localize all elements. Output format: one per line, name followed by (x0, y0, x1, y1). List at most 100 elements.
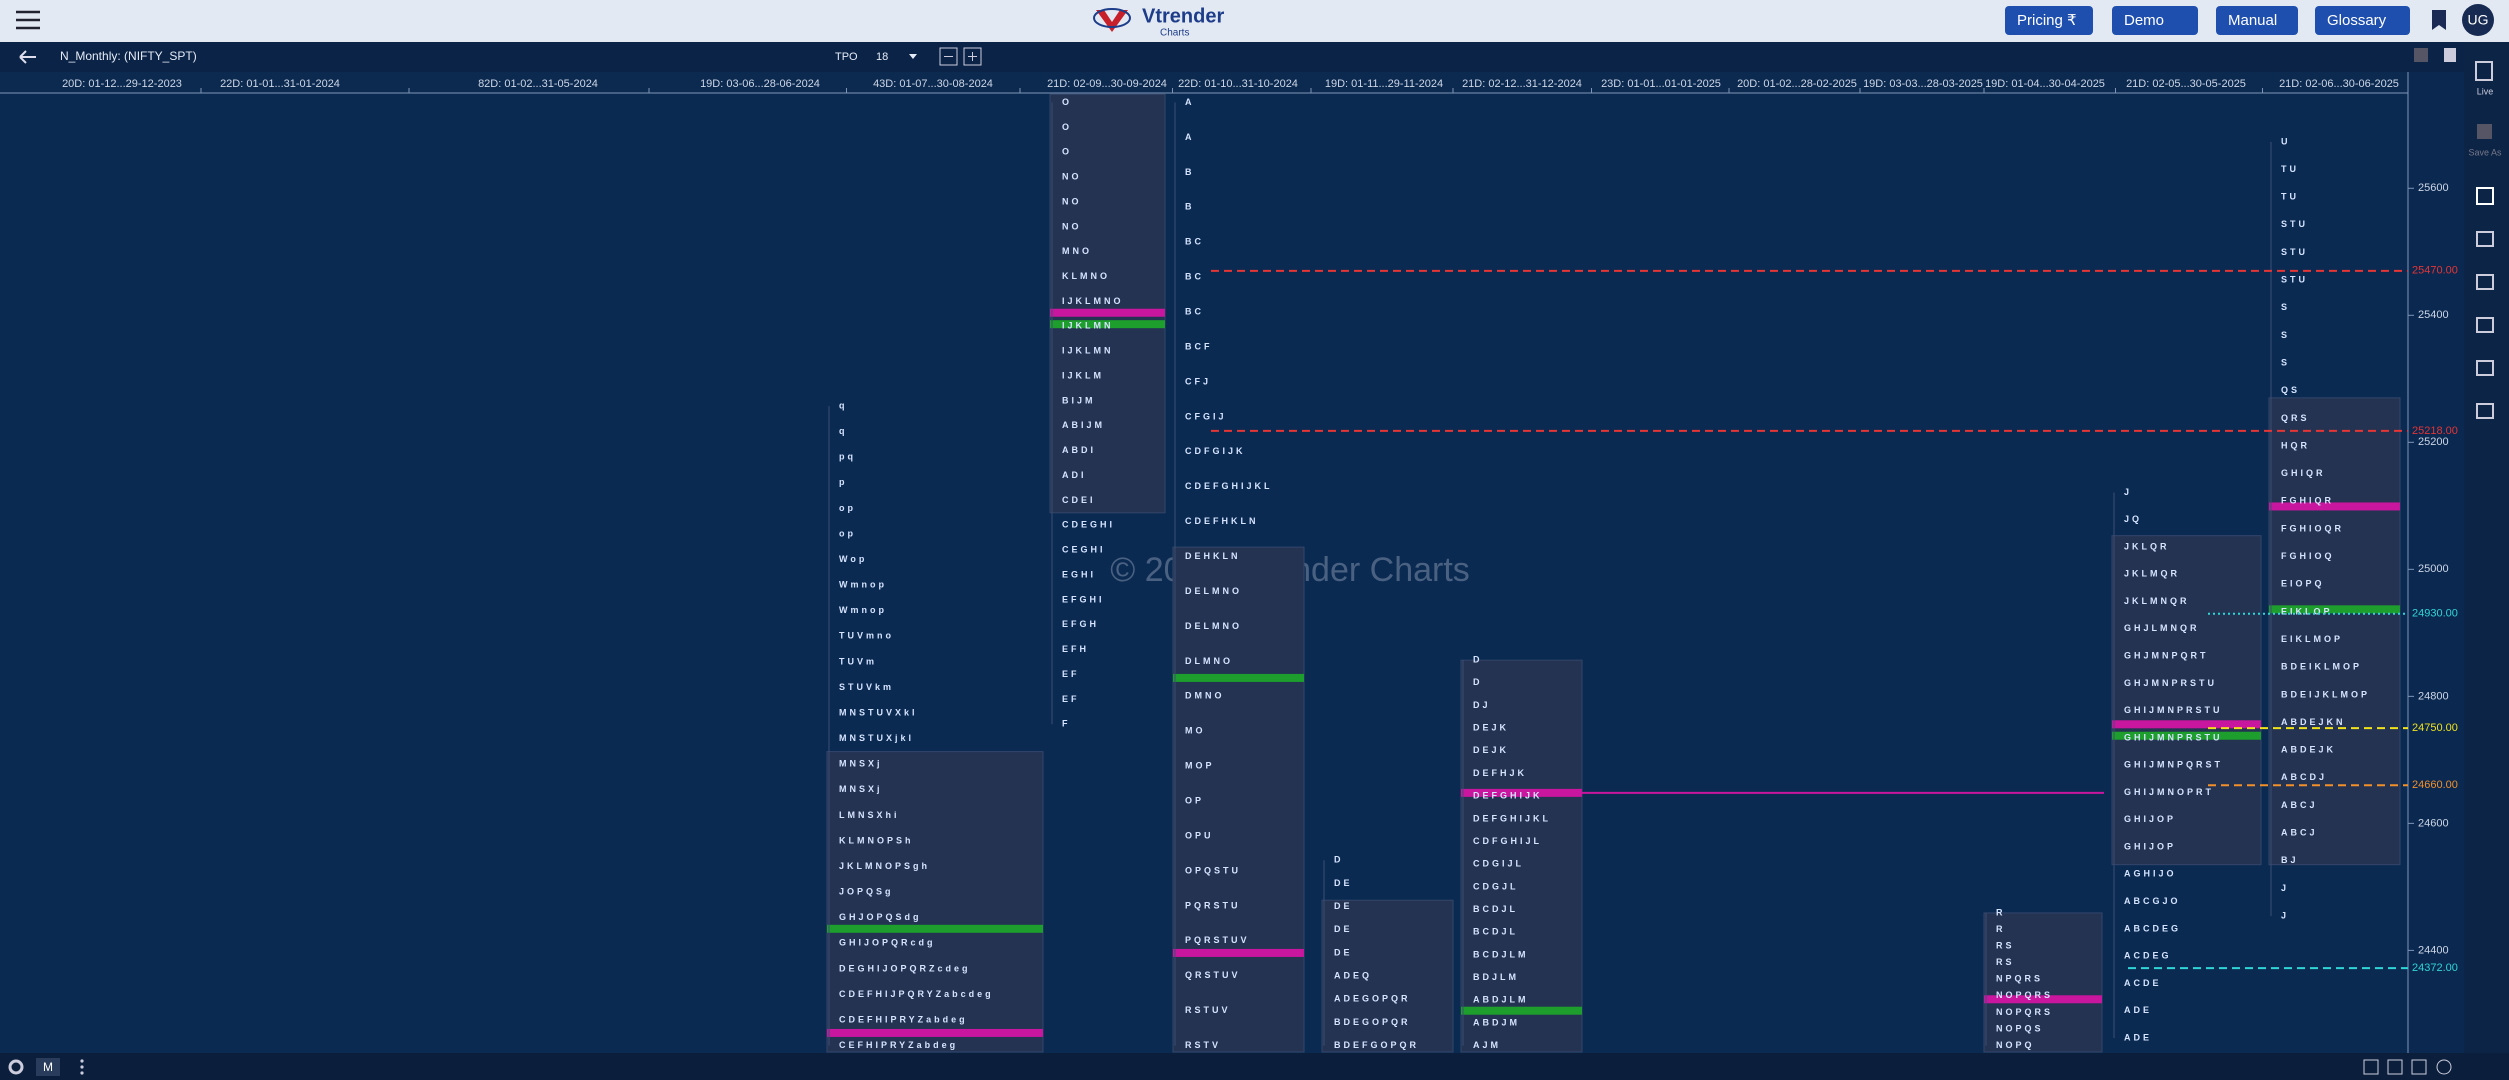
tpo-row: Wmnop (839, 605, 887, 615)
tpo-row: MNSTUXjkl (839, 733, 914, 743)
tpo-row: JKLQR (2124, 541, 2170, 551)
settings-button[interactable] (8, 1059, 24, 1075)
period-label: 22D: 01-10...31-10-2024 (1178, 78, 1298, 90)
tpo-row: JQ (2124, 514, 2142, 524)
tpo-row: B (1185, 167, 1195, 177)
tpo-row: CDEGHI (1062, 520, 1115, 530)
tpo-row: ACDE (2124, 978, 2162, 988)
close[interactable] (2436, 1059, 2452, 1075)
save-as-icon[interactable] (2477, 124, 2492, 139)
tpo-row: JOPQSg (839, 887, 894, 897)
tpo-row: J (2124, 487, 2132, 497)
menu-button[interactable] (16, 10, 40, 30)
tpo-row: ABCGJO (2124, 896, 2181, 906)
green-bar (2112, 731, 2261, 740)
period-label: 20D: 01-02...28-02-2025 (1737, 78, 1857, 90)
tpo-row: pq (839, 452, 856, 462)
tpo-row: GHIJOP (2124, 814, 2176, 824)
period-row (0, 72, 2408, 93)
export-icon[interactable] (2444, 48, 2456, 62)
tpo-row: NOPQRS (1996, 990, 2053, 1000)
tpo-row: ABCDJ (2281, 772, 2327, 782)
tpo-size[interactable]: 18 (876, 51, 888, 63)
tpo-row: EGHI (1062, 569, 1096, 579)
sidebar-live[interactable]: Live (2477, 86, 2494, 96)
tpo-row: STU (2281, 275, 2308, 285)
header-button[interactable] (2315, 6, 2410, 35)
poc-bar (1050, 308, 1165, 317)
tpo-row: GHJMNPRSTU (2124, 678, 2217, 688)
zoom-in[interactable] (963, 47, 982, 66)
tpo-row: DE (1334, 901, 1353, 911)
poc-bar (1984, 995, 2102, 1004)
bookmark-button[interactable] (2432, 10, 2446, 30)
tpo-row: R (1996, 924, 2006, 934)
tool-icon[interactable] (2476, 317, 2494, 333)
tpo-row: Wop (839, 554, 867, 564)
tpo-row: BDEIJKLMOP (2281, 689, 2370, 699)
layout-toggle[interactable] (2387, 1059, 2403, 1075)
size-dropdown[interactable] (909, 54, 917, 59)
header-button[interactable] (2112, 6, 2198, 35)
tpo-row: BDEFGOPQR (1334, 1040, 1419, 1050)
green-bar (1461, 1006, 1582, 1015)
mode-button[interactable] (36, 1058, 60, 1076)
tpo-row: TUVm (839, 656, 877, 666)
save-icon[interactable] (2414, 48, 2428, 62)
tpo-row: CDEFHKLN (1185, 516, 1259, 526)
sidebar-save-as[interactable]: Save As (2468, 147, 2502, 157)
tpo-row: QRS (2281, 413, 2310, 423)
header-button[interactable] (2216, 6, 2298, 35)
tool-icon[interactable] (2476, 274, 2494, 290)
tpo-row: DEFHJK (1473, 768, 1527, 778)
tpo-row: STU (2281, 219, 2308, 229)
tpo-row: IJKLM (1062, 370, 1104, 380)
period-label: 21D: 02-12...31-12-2024 (1462, 78, 1582, 90)
header-button[interactable] (2005, 6, 2093, 35)
tpo-row: TUVmno (839, 631, 894, 641)
value-area-box (1983, 912, 2103, 1053)
tpo-row: RSTUV (1185, 1005, 1231, 1015)
fullscreen[interactable] (2411, 1059, 2427, 1075)
tpo-row: J (2281, 883, 2289, 893)
tool-icon[interactable] (2476, 187, 2494, 205)
y-tick-label: 24400 (2418, 944, 2449, 956)
tpo-row: RS (1996, 940, 2015, 950)
back-button[interactable] (19, 50, 36, 64)
tool-icon[interactable] (2476, 360, 2494, 376)
tpo-row: BJ (2281, 855, 2299, 865)
tpo-row: CDGJL (1473, 881, 1519, 891)
tpo-row: LMNSXhi (839, 810, 900, 820)
tpo-row: BC (1185, 306, 1204, 316)
tpo-row: CDEI (1062, 495, 1096, 505)
y-tick-label: 25200 (2418, 436, 2449, 448)
tpo-row: MNSXj (839, 759, 883, 769)
period-label: 19D: 01-04...30-04-2025 (1985, 78, 2105, 90)
live-icon[interactable] (2475, 61, 2493, 81)
tool-icon[interactable] (2476, 403, 2494, 419)
tpo-row: EFH (1062, 644, 1089, 654)
tpo-row: DEGHIJOPQRZcdeg (839, 963, 971, 973)
mode[interactable]: TPO (835, 51, 858, 63)
logo[interactable]: Vtrender Charts (1093, 5, 1224, 39)
tpo-row: R (1996, 907, 2006, 917)
tpo-row: IJKLMN (1062, 321, 1114, 331)
tpo-row: FGHIOQR (2281, 523, 2344, 533)
header-button-label: Manual (2228, 12, 2277, 29)
tpo-row: DEFGHIJK (1473, 791, 1543, 801)
period-label: 21D: 02-06...30-06-2025 (2279, 78, 2399, 90)
tpo-row: OPU (1185, 830, 1214, 840)
tpo-row: DMNO (1185, 691, 1225, 701)
zoom-out[interactable] (939, 47, 958, 66)
grid-toggle[interactable] (2363, 1059, 2379, 1075)
avatar[interactable] (2462, 4, 2494, 36)
more-button[interactable] (80, 1059, 84, 1075)
tool-icon[interactable] (2476, 231, 2494, 247)
green-bar (1050, 320, 1165, 329)
tpo-row: ABIJM (1062, 420, 1105, 430)
tpo-row: GHIJMNPQRST (2124, 760, 2223, 770)
tpo-row: GHIJMNPRSTU (2124, 732, 2223, 742)
tpo-row: JKLMQR (2124, 569, 2180, 579)
tpo-row: S (2281, 302, 2290, 312)
value-area-box (1460, 659, 1583, 1053)
